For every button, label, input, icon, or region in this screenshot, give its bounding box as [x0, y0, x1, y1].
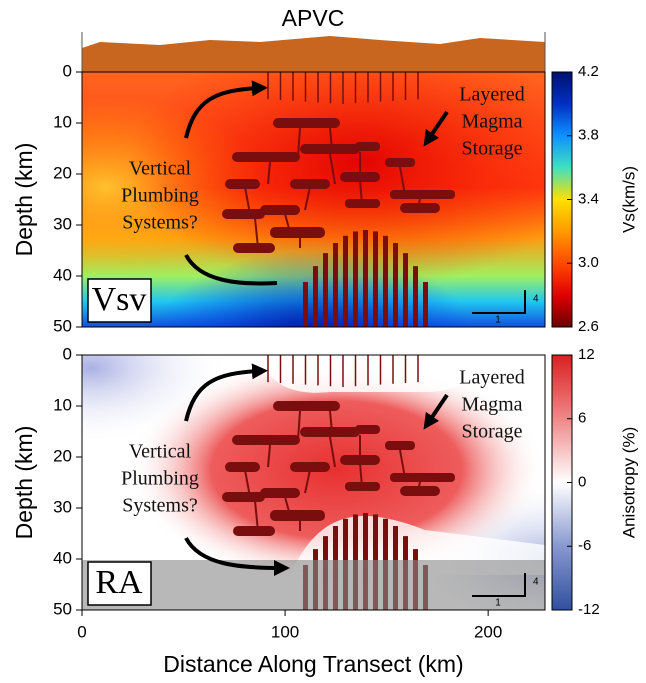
plot-frame — [81, 71, 546, 328]
annotation: Vertical — [129, 441, 192, 463]
arrow — [423, 110, 449, 147]
x-axis-label: Distance Along Transect (km) — [163, 651, 463, 677]
annotation: Magma — [461, 111, 522, 133]
colorbar-tick-label: -6 — [578, 537, 591, 554]
y-tick-label: 20 — [53, 446, 72, 465]
colorbar-tick-label: 3.0 — [578, 254, 599, 271]
arrow — [184, 536, 290, 576]
y-tick-label: 20 — [53, 163, 72, 182]
chart-title: APVC — [282, 5, 345, 31]
colorbar-tick-label: 4.2 — [578, 63, 599, 80]
annotation: Layered — [459, 84, 525, 106]
annotation: Storage — [461, 421, 522, 443]
panel-label: Vsv — [92, 281, 147, 318]
annotation: Systems? — [122, 495, 198, 517]
y-tick-label: 40 — [53, 265, 72, 284]
arrow — [184, 253, 278, 286]
y-tick-label: 0 — [63, 344, 72, 363]
panel-label-box — [87, 278, 152, 323]
colorbar-tick-label: 3.4 — [578, 190, 599, 207]
colorbar-tick-label: 2.6 — [578, 318, 599, 335]
scale-label: 4 — [533, 294, 539, 305]
arrow — [184, 363, 268, 422]
x-tick-label: 0 — [77, 622, 86, 641]
ra-panel: Layered Magma Storage Vertical Plumbing … — [81, 354, 546, 611]
plot-frame — [81, 354, 546, 611]
colorbar-tick-label: 3.8 — [578, 127, 599, 144]
colorbar-tick-label: 6 — [578, 410, 586, 427]
y-tick-label: 50 — [53, 599, 72, 618]
panel-label: RA — [95, 564, 143, 601]
x-tick-label: 100 — [271, 622, 299, 641]
arrow — [184, 80, 268, 139]
annotation: Storage — [461, 138, 522, 160]
scale-bar — [472, 573, 526, 597]
scale-label: 1 — [495, 598, 501, 609]
colorbar-tick-label: 0 — [578, 473, 586, 490]
y-tick-label: 30 — [53, 214, 72, 233]
panel-label-box — [87, 561, 152, 606]
annotation: Layered — [459, 367, 525, 389]
y-tick-label: 40 — [53, 548, 72, 567]
annotation: Plumbing — [121, 468, 199, 490]
masked-region — [82, 560, 545, 610]
annotation: Magma — [461, 394, 522, 416]
y-tick-label: 50 — [53, 316, 72, 335]
annotation: Plumbing — [121, 185, 199, 207]
y-tick-label: 30 — [53, 497, 72, 516]
vsv-panel: Layered Magma Storage Vertical Plumbing … — [81, 71, 546, 328]
topography — [82, 36, 545, 72]
y-axis-label: Depth (km) — [11, 143, 37, 257]
scale-bar — [472, 290, 526, 314]
scale-label: 4 — [533, 577, 539, 588]
y-tick-label: 10 — [53, 112, 72, 131]
annotation: Vertical — [129, 158, 192, 180]
y-tick-label: 10 — [53, 395, 72, 414]
y-tick-label: 0 — [63, 61, 72, 80]
annotation: Systems? — [122, 212, 198, 234]
scale-label: 1 — [495, 315, 501, 326]
colorbar-tick-label: -12 — [578, 601, 600, 618]
colorbar-tick-label: 12 — [578, 346, 595, 363]
arrow — [423, 393, 449, 430]
x-tick-label: 200 — [474, 622, 502, 641]
colorbar-label: Anisotropy (%) — [619, 427, 638, 538]
y-axis-label: Depth (km) — [11, 426, 37, 540]
colorbar-label: Vs(km/s) — [619, 166, 638, 233]
